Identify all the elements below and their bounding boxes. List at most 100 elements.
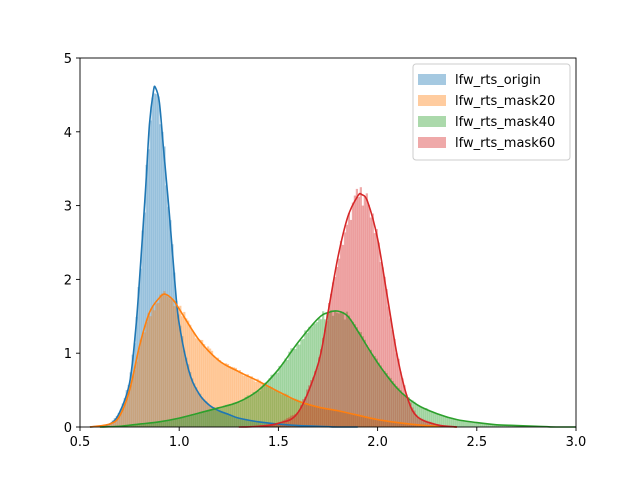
histogram-bar	[173, 306, 176, 427]
histogram-bar	[201, 412, 204, 427]
histogram-bar	[222, 411, 226, 427]
histogram-bar	[351, 321, 355, 427]
histogram-bar	[121, 407, 124, 427]
histogram-bar	[385, 421, 388, 427]
x-tick-label: 2.5	[466, 435, 487, 450]
histogram-bar	[351, 414, 355, 427]
histogram-bar	[113, 419, 116, 427]
histogram-bar	[490, 424, 493, 427]
histogram-bar	[222, 405, 226, 427]
histogram-bar	[393, 422, 396, 427]
histogram-bar	[308, 326, 311, 427]
histogram-bar	[242, 418, 245, 427]
histogram-bar	[189, 371, 192, 427]
histogram-bar	[343, 232, 347, 427]
histogram-bar	[359, 415, 362, 427]
histogram-bar	[331, 282, 335, 427]
histogram-bar	[365, 345, 368, 427]
histogram-bar	[151, 306, 154, 427]
histogram-bar	[347, 413, 351, 427]
histogram-bar	[208, 409, 212, 427]
histogram-bar	[429, 421, 432, 427]
histogram-bar	[478, 422, 482, 427]
histogram-bar	[286, 394, 289, 427]
histogram-bar	[333, 310, 337, 427]
histogram-bar	[383, 276, 386, 427]
histogram-bar	[165, 420, 168, 427]
histogram-bar	[137, 287, 140, 427]
histogram-bar	[204, 349, 208, 427]
histogram-bar	[127, 392, 130, 427]
histogram-bar	[314, 371, 317, 427]
histogram-bar	[476, 422, 480, 427]
histogram-bar	[175, 300, 178, 427]
histogram-bar	[109, 423, 112, 427]
histogram-bar	[383, 420, 386, 427]
histogram-bar	[316, 322, 319, 427]
histogram-bar	[214, 358, 218, 427]
histogram-bar	[359, 187, 362, 427]
histogram-bar	[435, 413, 438, 427]
histogram-bar	[385, 373, 388, 427]
histogram-bar	[264, 422, 267, 427]
histogram-bar	[201, 339, 204, 427]
histogram-bar	[197, 339, 200, 427]
histogram-bar	[449, 417, 452, 427]
histogram-bar	[274, 389, 277, 427]
histogram-bar	[137, 350, 140, 427]
histogram-bar	[320, 408, 323, 427]
histogram-bar	[258, 390, 261, 427]
histogram-bar	[129, 385, 132, 427]
histogram-bar	[383, 371, 386, 427]
histogram-bar	[197, 392, 200, 427]
histogram-bar	[240, 418, 243, 427]
histogram-bar	[266, 386, 269, 427]
histogram-bar	[208, 348, 212, 427]
histogram-bar	[363, 339, 366, 427]
histogram-bar	[353, 195, 357, 427]
histogram-bar	[429, 410, 432, 427]
histogram-bar	[345, 311, 349, 427]
histogram-bar	[371, 213, 374, 427]
histogram-bar	[379, 420, 382, 427]
histogram-bar	[254, 421, 257, 427]
histogram-bar	[149, 422, 152, 427]
histogram-bar	[216, 410, 220, 427]
histogram-bar	[337, 410, 341, 427]
histogram-bar	[139, 268, 142, 427]
histogram-bar	[133, 424, 136, 427]
histogram-bar	[195, 413, 198, 427]
histogram-bar	[250, 420, 253, 427]
histogram-bar	[314, 406, 317, 427]
histogram-bar	[210, 407, 214, 427]
histogram-bar	[167, 297, 170, 427]
histogram-bar	[333, 410, 337, 427]
histogram-bar	[173, 419, 176, 427]
histogram-bar	[258, 380, 261, 427]
histogram-bar	[419, 406, 422, 427]
histogram-bar	[135, 316, 138, 427]
histogram-bar	[310, 326, 313, 427]
histogram-bar	[296, 343, 299, 427]
histogram-bar	[466, 421, 470, 427]
histogram-bar	[318, 357, 321, 427]
histogram-bar	[454, 419, 458, 427]
histogram-bar	[373, 233, 376, 427]
histogram-bar	[149, 316, 152, 427]
histogram-bar	[232, 402, 235, 427]
histogram-bar	[415, 414, 418, 427]
histogram-bar	[145, 423, 148, 427]
histogram-bar	[399, 390, 402, 427]
histogram-bar	[328, 302, 331, 427]
histogram-bar	[141, 230, 144, 427]
histogram-bar	[117, 412, 120, 427]
histogram-bar	[143, 423, 146, 427]
histogram-bar	[292, 348, 295, 427]
histogram-bar	[155, 303, 158, 427]
histogram-bar	[226, 414, 230, 427]
histogram-bar	[367, 349, 370, 427]
histogram-bar	[266, 381, 269, 427]
histogram-bar	[165, 295, 168, 427]
histogram-bar	[308, 405, 311, 427]
histogram-bar	[403, 423, 406, 427]
